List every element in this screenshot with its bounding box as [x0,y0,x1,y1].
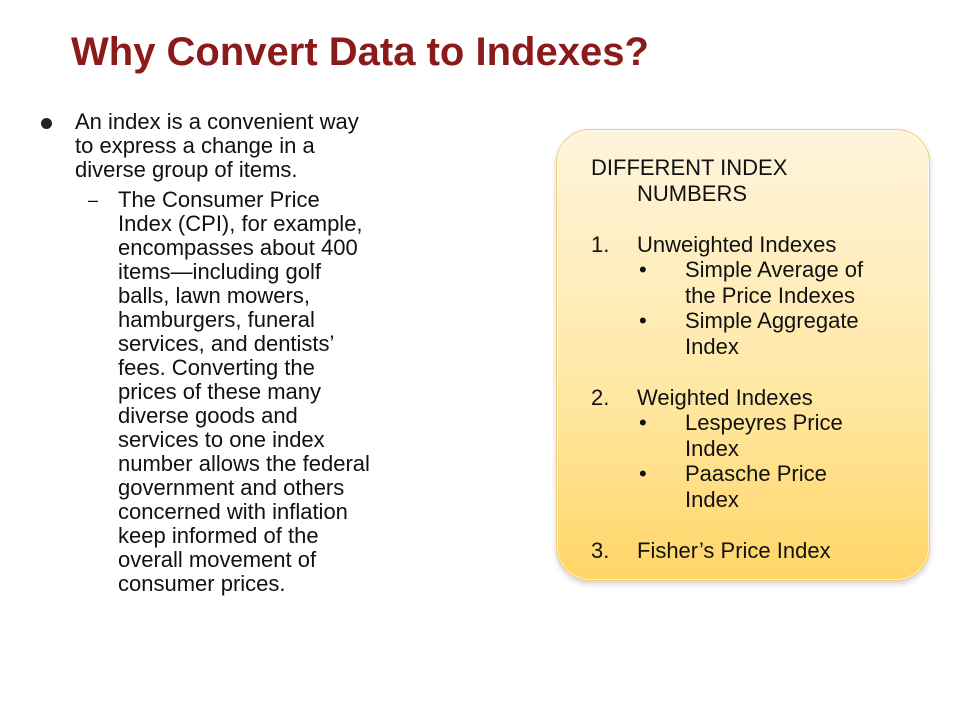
sub-bullet-line: hamburgers, funeral [118,307,315,332]
index-group-label: Fisher’s Price Index [637,537,831,563]
sub-bullet-line: encompasses about 400 [118,235,358,260]
sub-bullet-line: services, and dentists’ [118,331,335,356]
main-bullet-line: to express a change in a [75,133,315,158]
sub-bullet-line: prices of these many [118,379,321,404]
index-subitem-line: the Price Indexes [685,282,855,308]
main-bullet-line: diverse group of items. [75,157,298,182]
index-subitem-line: Index [685,435,739,461]
bullet-icon: • [639,308,647,333]
index-numbers-box: DIFFERENT INDEX NUMBERS 1. Unweighted In… [556,129,930,581]
sub-bullet-line: government and others [118,475,345,500]
slide-title: Why Convert Data to Indexes? [71,30,649,74]
index-subitem: • Lespeyres Price Index [591,410,921,461]
index-subitem: • Simple Aggregate Index [591,308,921,359]
bullet-icon: • [639,257,647,282]
index-group-label: Unweighted Indexes [637,231,837,257]
sub-bullet-line: services to one index [118,427,325,452]
index-group-number: 2. [591,384,610,410]
index-subitem: • Paasche Price Index [591,461,921,512]
index-subitem: • Simple Average of the Price Indexes [591,257,921,308]
index-box-content: DIFFERENT INDEX NUMBERS 1. Unweighted In… [591,155,921,563]
main-bullet: An index is a convenient way to express … [41,109,430,182]
index-subitem-line: Lespeyres Price [685,410,843,435]
index-box-heading-line1: DIFFERENT INDEX [591,155,788,180]
bullet-dot-icon [41,118,52,129]
index-subitem-line: Paasche Price [685,461,827,486]
sub-bullet-line: number allows the federal [118,451,370,476]
index-subitem-line: Index [685,486,739,512]
bullet-icon: • [639,461,647,486]
bullet-icon: • [639,410,647,435]
sub-bullet-line: overall movement of [118,547,317,572]
sub-bullet-line: diverse goods and [118,403,298,428]
index-subitem-line: Simple Aggregate [685,308,859,333]
dash-icon: – [88,190,99,210]
index-subitem-line: Index [685,333,739,359]
sub-bullet-line: concerned with inflation [118,499,348,524]
sub-bullet-line: Index (CPI), for example, [118,211,363,236]
index-group-weighted: 2. Weighted Indexes [591,385,921,411]
sub-bullet-line: The Consumer Price [118,187,320,212]
index-subitem-line: Simple Average of [685,257,864,282]
sub-bullet-line: balls, lawn mowers, [118,283,310,308]
sub-bullet-line: fees. Converting the [118,355,315,380]
index-group-number: 3. [591,537,610,563]
sub-bullet-line: consumer prices. [118,571,286,596]
index-box-heading-line2: NUMBERS [637,180,748,206]
index-group-fisher: 3. Fisher’s Price Index [591,538,921,564]
main-bullet-line: An index is a convenient way [75,109,359,134]
index-group-label: Weighted Indexes [637,384,813,410]
sub-bullet-line: keep informed of the [118,523,319,548]
sub-bullet: – The Consumer Price Index (CPI), for ex… [88,187,433,596]
index-group-number: 1. [591,231,610,257]
index-group-unweighted: 1. Unweighted Indexes [591,232,921,258]
sub-bullet-line: items—including golf [118,259,321,284]
index-box-heading: DIFFERENT INDEX NUMBERS [591,155,921,206]
